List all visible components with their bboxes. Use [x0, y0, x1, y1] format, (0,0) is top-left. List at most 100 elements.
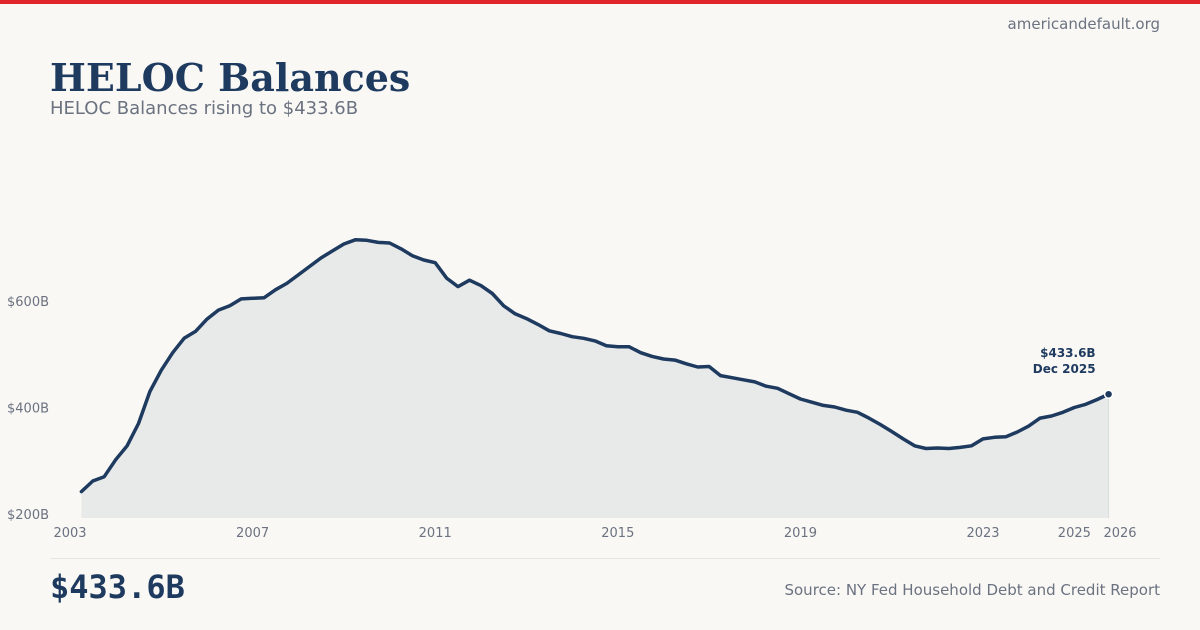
- data-point: [296, 273, 300, 277]
- data-point: [924, 447, 928, 451]
- data-point: [399, 247, 403, 251]
- data-point: [479, 284, 483, 288]
- data-point: [673, 358, 677, 362]
- data-point: [890, 429, 894, 433]
- data-point: [148, 390, 152, 394]
- y-axis: $200B $400B $600B: [7, 295, 49, 523]
- data-point: [650, 354, 654, 358]
- data-point: [582, 336, 586, 340]
- data-point: [730, 376, 734, 380]
- data-point: [992, 435, 996, 439]
- data-point: [1015, 430, 1019, 434]
- data-point: [1038, 416, 1042, 420]
- data-point: [593, 339, 597, 343]
- data-point: [319, 256, 323, 260]
- y-tick-label: $200B: [7, 508, 49, 523]
- data-point: [171, 351, 175, 355]
- data-point: [433, 261, 437, 265]
- data-point: [970, 444, 974, 448]
- series-line: [79, 238, 1111, 494]
- data-point: [182, 336, 186, 340]
- accent-bar: [0, 0, 1200, 4]
- data-point: [285, 281, 289, 285]
- data-point: [947, 447, 951, 451]
- data-point: [627, 345, 631, 349]
- data-point: [604, 344, 608, 348]
- data-point: [696, 365, 700, 369]
- data-point: [456, 285, 460, 289]
- series-points: [91, 238, 1114, 483]
- data-point: [388, 241, 392, 245]
- data-point: [1050, 414, 1054, 418]
- data-point: [1027, 424, 1031, 428]
- x-tick-label: 2019: [784, 526, 817, 541]
- data-point: [913, 444, 917, 448]
- data-point: [753, 380, 757, 384]
- data-point: [741, 378, 745, 382]
- data-point: [719, 374, 723, 378]
- data-point: [376, 240, 380, 244]
- x-tick-label: 2023: [966, 526, 999, 541]
- data-point: [787, 392, 791, 396]
- data-point: [707, 364, 711, 368]
- data-point: [490, 292, 494, 296]
- data-point: [810, 400, 814, 404]
- data-point: [91, 479, 95, 483]
- y-tick-label: $600B: [7, 295, 49, 310]
- data-point: [216, 308, 220, 312]
- data-point: [308, 264, 312, 268]
- data-point: [410, 254, 414, 258]
- data-point: [159, 368, 163, 372]
- data-point: [776, 386, 780, 390]
- data-point: [205, 317, 209, 321]
- data-point: [570, 335, 574, 339]
- data-point: [102, 475, 106, 479]
- annotation-value: $433.6B: [1040, 346, 1095, 360]
- data-point: [935, 446, 939, 450]
- data-point: [445, 276, 449, 280]
- data-point: [239, 297, 243, 301]
- data-point: [502, 304, 506, 308]
- y-tick-label: $400B: [7, 402, 49, 417]
- data-point: [833, 405, 837, 409]
- data-point: [262, 296, 266, 300]
- site-name: americandefault.org: [1007, 15, 1160, 33]
- x-tick-label: 2026: [1103, 526, 1136, 541]
- data-point: [901, 437, 905, 441]
- data-point: [616, 345, 620, 349]
- data-point: [981, 437, 985, 441]
- x-axis: 2003 2007 2011 2015 2019 2023 2025 2026: [53, 526, 1136, 541]
- page-subtitle: HELOC Balances rising to $433.6B: [50, 98, 359, 119]
- data-point: [1084, 402, 1088, 406]
- x-tick-label: 2003: [53, 526, 86, 541]
- x-tick-label: 2007: [236, 526, 269, 541]
- footer-divider: [50, 558, 1160, 559]
- data-point: [958, 445, 962, 449]
- data-point: [536, 322, 540, 326]
- data-point: [1072, 406, 1076, 410]
- data-point: [228, 304, 232, 308]
- data-point: [878, 423, 882, 427]
- data-point: [1061, 410, 1065, 414]
- data-point: [136, 421, 140, 425]
- data-point: [525, 317, 529, 321]
- end-point: [1103, 389, 1114, 399]
- x-tick-label: 2015: [601, 526, 634, 541]
- data-point: [513, 312, 517, 316]
- data-point: [251, 296, 255, 300]
- x-tick-label: 2025: [1058, 526, 1091, 541]
- data-point: [844, 408, 848, 412]
- source-note: Source: NY Fed Household Debt and Credit…: [784, 581, 1160, 599]
- data-point: [194, 329, 198, 333]
- data-point: [547, 329, 551, 333]
- data-point: [422, 258, 426, 262]
- data-point: [764, 384, 768, 388]
- data-point: [273, 288, 277, 292]
- data-point: [867, 416, 871, 420]
- data-point: [365, 238, 369, 242]
- data-point: [821, 403, 825, 407]
- page-title: HELOC Balances: [50, 55, 411, 100]
- data-point: [559, 331, 563, 335]
- data-point: [114, 458, 118, 462]
- data-point: [353, 238, 357, 242]
